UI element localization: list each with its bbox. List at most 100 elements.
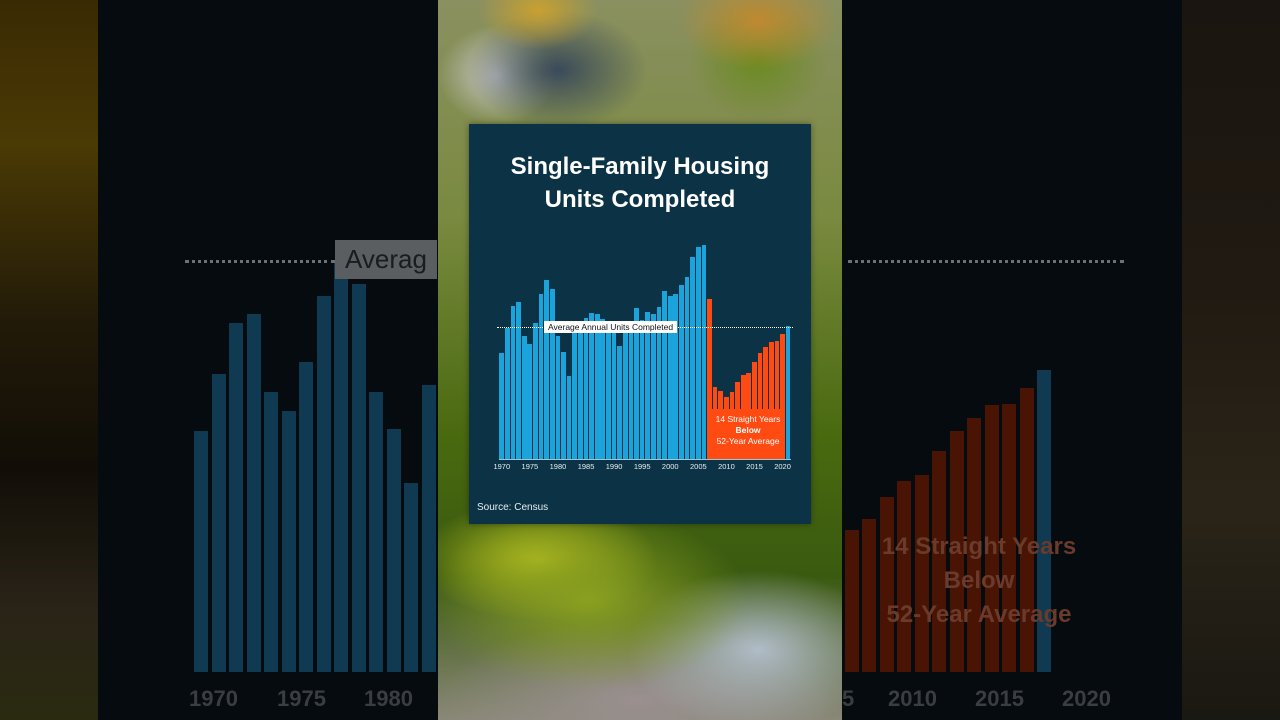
- ghost-bar: [949, 431, 964, 672]
- ghost-tick: 2010: [888, 686, 937, 711]
- average-label: Average Annual Units Completed: [544, 321, 678, 333]
- bar-2021: [785, 326, 791, 459]
- ghost-bar: [1037, 369, 1051, 672]
- bar-1994: [634, 307, 639, 459]
- ghost-bar: [264, 391, 278, 672]
- ghost-average-label: Averag: [335, 240, 437, 279]
- chart-title-line2: Units Completed: [544, 186, 736, 213]
- ghost-tick: 2020: [1062, 686, 1111, 711]
- bar-1986: [589, 313, 594, 459]
- ghost-bar: [897, 480, 911, 672]
- bar-2006: [701, 245, 707, 459]
- ghost-average-line: [185, 260, 335, 263]
- x-tick-2000: 2000: [661, 462, 679, 471]
- bar-1970: [499, 353, 505, 459]
- x-tick-1990: 1990: [605, 462, 623, 471]
- ghost-tick: 1970: [189, 686, 238, 711]
- x-tick-2020: 2020: [774, 462, 791, 471]
- bar-1990: [611, 331, 617, 459]
- chart-card: Single-Family Housing Units Completed Av…: [469, 124, 811, 524]
- bar-2003: [684, 277, 690, 459]
- bar-chart-plot: Average Annual Units Completed 1970 1975 1…: [469, 124, 811, 524]
- ghost-tick: 1980: [364, 686, 413, 711]
- bar-1972: [510, 306, 516, 459]
- background-left-blurred-chart: Averag 1970 1975 1980: [0, 0, 438, 720]
- ghost-bar: [914, 475, 929, 672]
- ghost-bar: [386, 428, 401, 672]
- ghost-bar: [1019, 387, 1034, 672]
- x-tick-1970: 1970: [493, 462, 511, 471]
- below-average-annotation: 14 Straight Years Below 52-Year Average: [708, 414, 788, 447]
- bar-1989: [606, 322, 611, 459]
- bar-1999: [662, 291, 667, 459]
- ghost-bar: [334, 263, 348, 672]
- bar-1987: [594, 314, 600, 459]
- bar-1974: [521, 336, 527, 459]
- bar-2020: [780, 334, 785, 459]
- source-note: Source: Census: [477, 502, 549, 513]
- ghost-bar: [316, 296, 331, 672]
- bar-2004: [690, 257, 696, 459]
- ghost-tick: 5: [842, 686, 855, 711]
- annotation-line3: 52-Year Average: [716, 436, 780, 446]
- chart-title-line1: Single-Family Housing: [510, 153, 770, 180]
- x-tick-1995: 1995: [633, 462, 651, 471]
- bar-1988: [600, 319, 606, 459]
- bar-2000: [667, 295, 673, 459]
- x-tick-1980: 1980: [549, 462, 567, 471]
- x-axis-baseline: [499, 459, 791, 460]
- ghost-annotation-line1: 14 Straight Years: [881, 533, 1077, 560]
- ghost-bar: [281, 410, 296, 672]
- bar-1984: [578, 325, 583, 459]
- bar-1983: [572, 333, 578, 459]
- bar-1978: [544, 279, 550, 459]
- bar-1993: [628, 323, 634, 459]
- bar-2001: [673, 294, 679, 459]
- bar-1982: [566, 376, 572, 459]
- ghost-tick: 1975: [277, 686, 326, 711]
- x-tick-2005: 2005: [690, 462, 707, 471]
- annotation-line2: Below: [735, 425, 761, 435]
- x-tick-2010: 2010: [718, 462, 735, 471]
- ghost-annotation-line2: Below: [943, 567, 1015, 594]
- bar-1992: [622, 330, 628, 459]
- bar-1976: [533, 322, 538, 459]
- ghost-bar: [211, 373, 226, 672]
- bar-1975: [527, 344, 533, 459]
- bar-2018: [768, 342, 774, 459]
- bar-1991: [617, 345, 623, 459]
- annotation-line1: 14 Straight Years: [715, 414, 781, 424]
- ghost-bar: [351, 283, 366, 672]
- ghost-bar: [404, 483, 418, 672]
- ghost-bar: [967, 417, 981, 672]
- ghost-average-line: [848, 260, 1124, 263]
- bar-1971: [505, 328, 510, 459]
- ghost-bar: [299, 361, 313, 672]
- ghost-annotation-line3: 52-Year Average: [886, 601, 1072, 628]
- bar-1998: [656, 306, 662, 459]
- ghost-bar: [844, 529, 859, 672]
- bar-2007: [707, 299, 712, 459]
- bar-2017: [763, 347, 769, 459]
- bar-1977: [538, 294, 544, 459]
- ghost-bar: [1002, 404, 1016, 672]
- ghost-bar: [421, 384, 436, 672]
- bar-2016: [757, 353, 763, 459]
- x-tick-1975: 1975: [521, 462, 539, 471]
- annotation-background: [707, 409, 785, 459]
- bar-1981: [561, 352, 566, 459]
- ghost-annotation: 14 Straight Years Below 52-Year Average: [864, 530, 1094, 632]
- ghost-bar: [229, 323, 243, 672]
- bar-1973: [516, 301, 521, 459]
- bar-2002: [679, 285, 684, 459]
- ghost-bar: [862, 518, 876, 672]
- x-tick-1985: 1985: [577, 462, 595, 471]
- ghost-bar: [369, 391, 383, 672]
- ghost-bar: [879, 497, 894, 672]
- bar-1995: [639, 319, 645, 459]
- ghost-bar: [194, 431, 208, 672]
- chart-title: Single-Family Housing Units Completed: [469, 150, 811, 216]
- bar-1997: [651, 314, 656, 459]
- background-left-edge: [0, 0, 98, 720]
- bar-1979: [549, 288, 555, 459]
